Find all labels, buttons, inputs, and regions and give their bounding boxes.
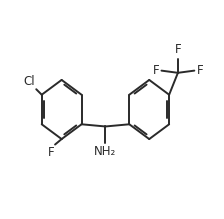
Text: F: F: [196, 64, 203, 77]
Text: F: F: [174, 43, 181, 57]
Text: NH₂: NH₂: [94, 145, 116, 158]
Text: F: F: [48, 146, 54, 159]
Text: Cl: Cl: [24, 75, 35, 88]
Text: F: F: [153, 64, 159, 77]
